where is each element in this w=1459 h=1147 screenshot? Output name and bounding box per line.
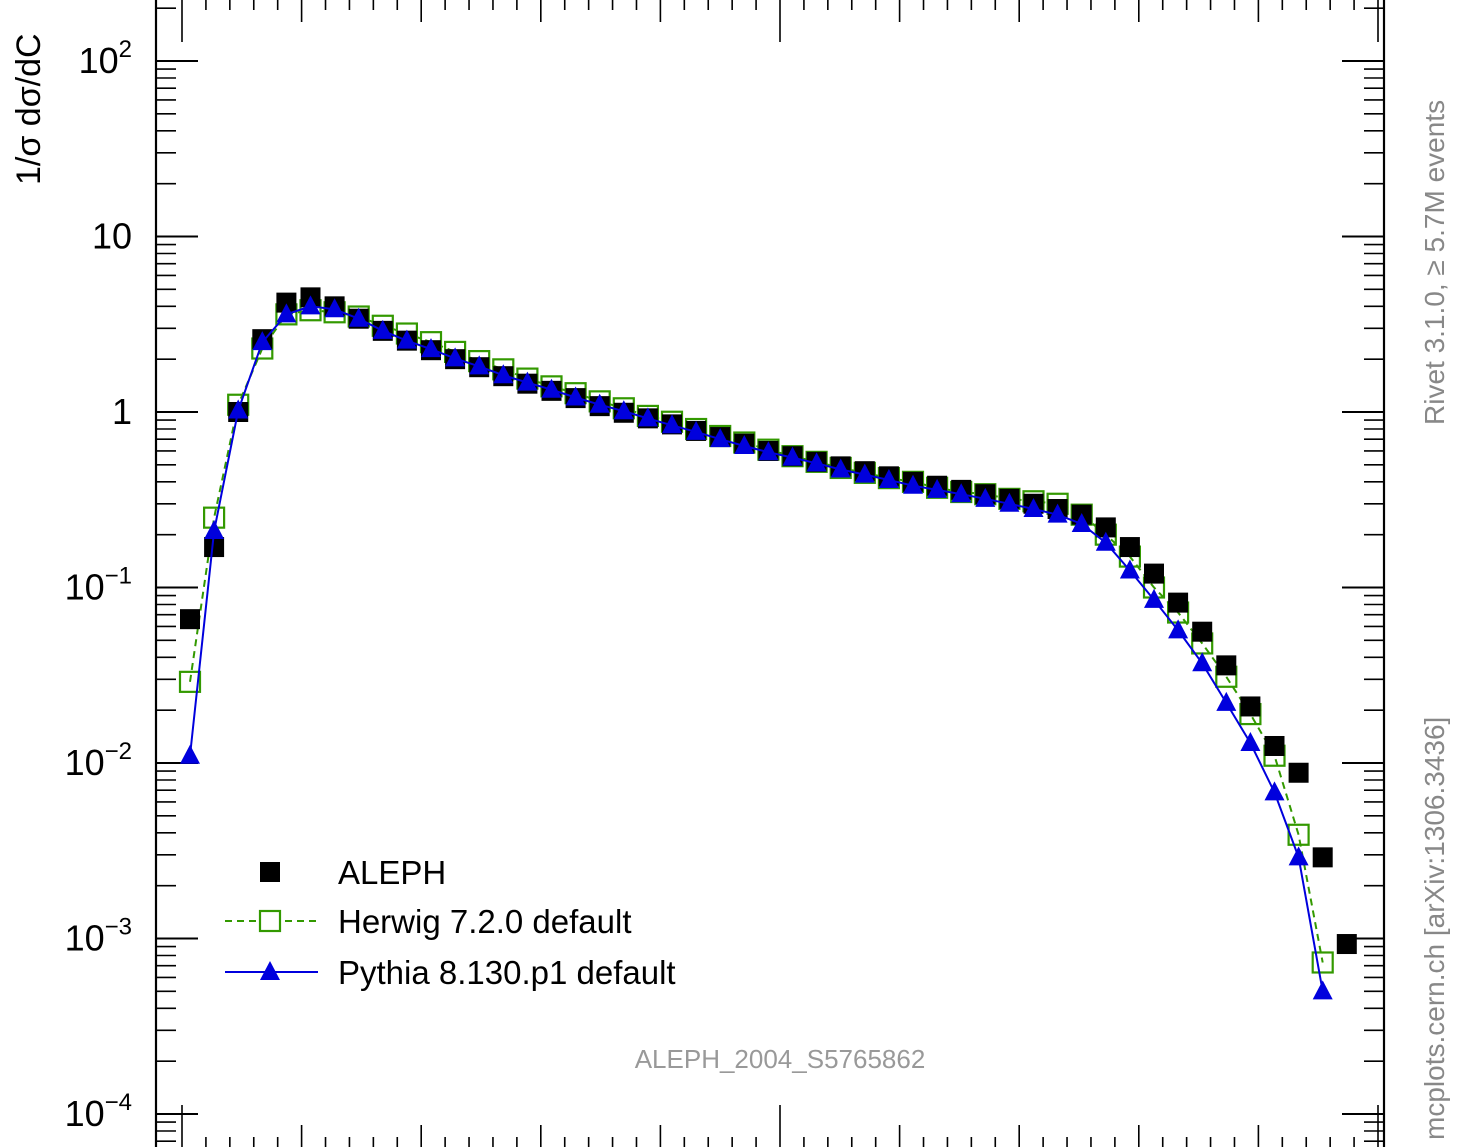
aleph-point (1216, 655, 1237, 676)
plot-frame (154, 0, 1386, 1147)
y-tick-label: 102 (79, 36, 132, 81)
pythia-point (637, 407, 658, 427)
pythia-point (1095, 531, 1116, 551)
herwig-point (1311, 951, 1334, 974)
pythia-point (1240, 732, 1261, 752)
pythia-point (1168, 619, 1189, 639)
pythia-point (1288, 846, 1309, 866)
aleph-point (1144, 563, 1164, 584)
rivet-version-label: Rivet 3.1.0, ≥ 5.7M events (1419, 100, 1450, 425)
pythia-point (613, 400, 634, 420)
pythia-point (830, 458, 851, 478)
y-axis-label: 1/σ dσ/dC (10, 33, 48, 185)
legend-marker-pythia (260, 961, 280, 980)
source-reference-label: mcplots.cern.ch [arXiv:1306.3436] (1419, 717, 1450, 1140)
aleph-point (1264, 735, 1285, 756)
pythia-point (734, 435, 755, 455)
pythia-point (1119, 559, 1140, 579)
pythia-point (372, 319, 393, 339)
pythia-point (589, 393, 610, 413)
aleph-point (1192, 621, 1213, 642)
pythia-point (1192, 652, 1213, 672)
legend: ALEPH Herwig 7.2.0 default Pythia 8.130.p1… (225, 854, 676, 991)
herwig-line (189, 309, 1324, 963)
pythia-point (686, 420, 707, 440)
pythia-point (348, 307, 369, 327)
pythia-point (710, 428, 731, 448)
pythia-point (421, 338, 441, 358)
pythia-point (324, 298, 345, 318)
y-tick-label: 10−4 (65, 1089, 132, 1134)
pythia-point (1144, 588, 1164, 608)
pythia-point (565, 386, 586, 406)
pythia-point (854, 463, 875, 483)
pythia-point (999, 492, 1020, 512)
herwig-point (178, 670, 202, 693)
aleph-point (204, 537, 225, 558)
aleph-point (1240, 696, 1261, 717)
aleph-point (1288, 762, 1309, 783)
y-tick-label: 1 (112, 391, 132, 432)
pythia-point (951, 483, 972, 503)
pythia-point (300, 295, 321, 315)
pythia-point (1264, 781, 1285, 801)
pythia-point (276, 303, 297, 323)
pythia-point (806, 452, 827, 472)
aleph-point (1336, 934, 1357, 955)
aleph-point (180, 609, 200, 630)
chart-series (178, 287, 1357, 1000)
pythia-point (927, 478, 948, 498)
aleph-point (1312, 847, 1333, 868)
pythia-point (493, 364, 514, 384)
pythia-point (1312, 980, 1333, 1000)
pythia-point (903, 474, 923, 494)
pythia-point (541, 378, 562, 398)
pythia-point (975, 487, 996, 507)
y-tick-labels: 10−4 10−3 10−2 10−1 1 10 102 (65, 36, 132, 1134)
analysis-id-label: ALEPH_2004_S5765862 (635, 1044, 926, 1074)
legend-label: ALEPH (338, 854, 446, 891)
aleph-point (1095, 517, 1116, 538)
pythia-point (252, 331, 273, 351)
pythia-point (517, 371, 538, 391)
aleph-point (276, 292, 297, 313)
aleph-point (1119, 537, 1140, 558)
pythia-point (204, 519, 225, 539)
pythia-point (180, 744, 200, 764)
pythia-point (758, 441, 779, 461)
pythia-point (396, 329, 417, 349)
legend-marker-herwig (258, 909, 282, 933)
pythia-point (878, 468, 899, 488)
legend-label: Herwig 7.2.0 default (338, 903, 632, 940)
pythia-point (662, 414, 682, 434)
pythia-point (445, 347, 466, 367)
legend-marker-aleph (260, 862, 280, 882)
pythia-point (1071, 513, 1092, 533)
axis-ticks (156, 0, 1384, 1147)
pythia-point (1047, 503, 1068, 523)
y-tick-label: 10 (92, 216, 132, 257)
aleph-point (1168, 592, 1189, 613)
pythia-point (1216, 691, 1237, 711)
pythia-point (782, 446, 803, 466)
herwig-point (1287, 823, 1310, 846)
pythia-point (469, 355, 490, 375)
y-tick-label: 10−1 (65, 563, 132, 608)
y-tick-label: 10−2 (65, 738, 132, 783)
y-tick-label: 10−3 (65, 914, 132, 959)
pythia-point (228, 399, 249, 419)
pythia-point (1023, 498, 1044, 518)
legend-label: Pythia 8.130.p1 default (338, 954, 676, 991)
